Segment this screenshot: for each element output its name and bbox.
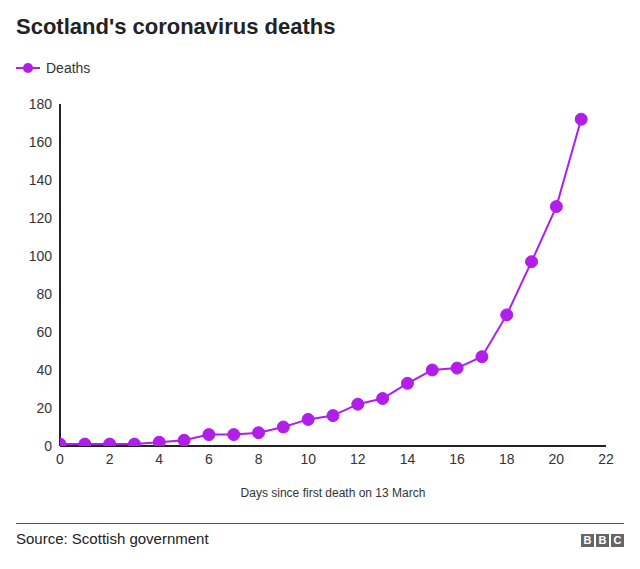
svg-text:4: 4 bbox=[155, 451, 163, 467]
svg-text:6: 6 bbox=[205, 451, 213, 467]
svg-text:120: 120 bbox=[29, 210, 53, 226]
svg-text:10: 10 bbox=[300, 451, 316, 467]
svg-text:22: 22 bbox=[598, 451, 614, 467]
svg-text:60: 60 bbox=[36, 324, 52, 340]
svg-text:12: 12 bbox=[350, 451, 366, 467]
svg-text:40: 40 bbox=[36, 362, 52, 378]
svg-text:8: 8 bbox=[255, 451, 263, 467]
svg-text:140: 140 bbox=[29, 172, 53, 188]
html-text:C: C bbox=[613, 534, 622, 546]
svg-text:18: 18 bbox=[499, 451, 515, 467]
svg-text:180: 180 bbox=[29, 96, 53, 112]
html-text:Days since first death on 13 M: Days since first death on 13 March bbox=[240, 486, 426, 500]
html-text:Source: Scottish government: Source: Scottish government bbox=[16, 530, 209, 547]
svg-text:0: 0 bbox=[44, 438, 52, 454]
html-text:B: B bbox=[583, 534, 592, 546]
svg-text:20: 20 bbox=[36, 400, 52, 416]
svg-text:14: 14 bbox=[400, 451, 416, 467]
html-text:Deaths: Deaths bbox=[46, 60, 91, 76]
svg-text:160: 160 bbox=[29, 134, 53, 150]
svg-text:100: 100 bbox=[29, 248, 53, 264]
svg-text:0: 0 bbox=[56, 451, 64, 467]
svg-text:20: 20 bbox=[549, 451, 565, 467]
html-text:B: B bbox=[598, 534, 607, 546]
svg-text:16: 16 bbox=[449, 451, 465, 467]
svg-text:2: 2 bbox=[106, 451, 114, 467]
html-text:Scotland's coronavirus deaths: Scotland's coronavirus deaths bbox=[16, 14, 336, 39]
svg-text:80: 80 bbox=[36, 286, 52, 302]
